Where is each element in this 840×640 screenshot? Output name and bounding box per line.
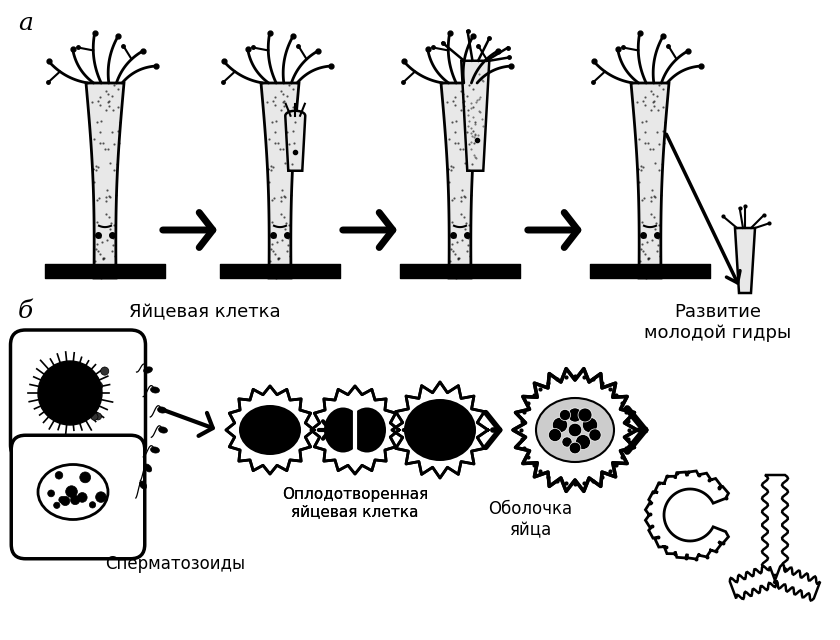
Ellipse shape: [536, 398, 614, 462]
Ellipse shape: [139, 481, 147, 489]
Polygon shape: [461, 61, 489, 171]
Text: Оплодотворенная
яйцевая клетка: Оплодотворенная яйцевая клетка: [282, 487, 428, 520]
Ellipse shape: [348, 408, 386, 452]
Text: Оплодотворенная
яйцевая клетка: Оплодотворенная яйцевая клетка: [282, 487, 428, 520]
Polygon shape: [441, 83, 479, 278]
Text: а: а: [18, 12, 33, 35]
Circle shape: [66, 486, 77, 497]
Ellipse shape: [404, 399, 476, 461]
Text: Сперматозоиды: Сперматозоиды: [105, 555, 245, 573]
Ellipse shape: [324, 408, 362, 452]
Text: Оболочка
яйца: Оболочка яйца: [488, 500, 572, 539]
Circle shape: [575, 435, 591, 449]
Text: Развитие
молодой гидры: Развитие молодой гидры: [644, 303, 791, 342]
Circle shape: [48, 490, 55, 497]
FancyBboxPatch shape: [11, 435, 144, 559]
Ellipse shape: [239, 405, 301, 455]
Polygon shape: [286, 111, 305, 171]
Text: б: б: [18, 300, 34, 323]
Polygon shape: [730, 566, 776, 599]
Circle shape: [80, 472, 91, 483]
Text: Яйцевая клетка: Яйцевая клетка: [129, 303, 281, 321]
Ellipse shape: [144, 464, 152, 472]
Ellipse shape: [159, 427, 167, 433]
Circle shape: [101, 367, 109, 375]
Circle shape: [54, 502, 60, 508]
Polygon shape: [86, 83, 124, 278]
Polygon shape: [261, 83, 299, 278]
Ellipse shape: [144, 367, 152, 373]
Circle shape: [578, 408, 592, 422]
Ellipse shape: [158, 407, 166, 413]
Circle shape: [568, 423, 582, 436]
Circle shape: [93, 381, 102, 390]
Circle shape: [553, 417, 568, 433]
Circle shape: [559, 410, 570, 420]
Ellipse shape: [150, 447, 160, 453]
Circle shape: [96, 492, 106, 502]
Polygon shape: [774, 564, 820, 600]
Circle shape: [549, 428, 562, 442]
Ellipse shape: [150, 387, 160, 393]
Circle shape: [568, 408, 582, 422]
Circle shape: [81, 377, 89, 385]
Circle shape: [71, 495, 80, 505]
Circle shape: [570, 442, 580, 454]
Circle shape: [562, 437, 572, 447]
Circle shape: [59, 497, 66, 503]
Circle shape: [94, 413, 102, 420]
Circle shape: [77, 493, 87, 502]
Circle shape: [582, 417, 598, 433]
Circle shape: [589, 429, 601, 441]
Polygon shape: [735, 228, 755, 293]
Polygon shape: [631, 83, 669, 278]
Ellipse shape: [38, 465, 108, 520]
Circle shape: [89, 502, 96, 508]
Circle shape: [38, 361, 102, 425]
Circle shape: [60, 497, 70, 506]
Polygon shape: [645, 471, 728, 559]
Circle shape: [91, 413, 98, 420]
FancyBboxPatch shape: [11, 330, 145, 460]
Circle shape: [55, 472, 63, 479]
Polygon shape: [762, 475, 788, 575]
